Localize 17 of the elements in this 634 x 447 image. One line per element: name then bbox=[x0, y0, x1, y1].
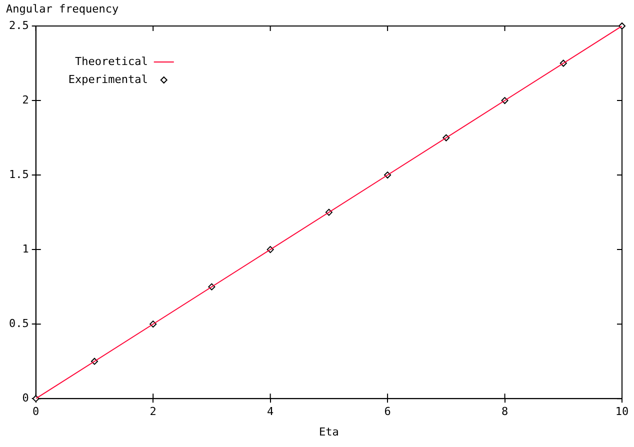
x-tick-label: 0 bbox=[32, 405, 40, 418]
y-tick-label: 1 bbox=[22, 242, 29, 256]
x-axis-title: Eta bbox=[318, 425, 339, 438]
y-tick-label: 0 bbox=[22, 391, 29, 404]
legend-label: Experimental bbox=[68, 72, 148, 86]
x-tick-label: 2 bbox=[150, 405, 156, 418]
y-tick-label: 1.5 bbox=[8, 168, 29, 181]
point bbox=[32, 395, 40, 402]
y-tick-label: 0.5 bbox=[8, 316, 29, 330]
y-tick-label: 2 bbox=[22, 93, 29, 106]
y-tick-label: 2.5 bbox=[8, 18, 29, 32]
x-tick-label: 6 bbox=[384, 405, 391, 418]
y-axis-title: Angular frequency bbox=[6, 2, 119, 16]
x-tick-label: 8 bbox=[501, 405, 508, 418]
legend-label: Theoretical bbox=[75, 54, 148, 68]
x-tick-label: 4 bbox=[267, 405, 274, 418]
x-tick-label: 10 bbox=[615, 405, 629, 418]
